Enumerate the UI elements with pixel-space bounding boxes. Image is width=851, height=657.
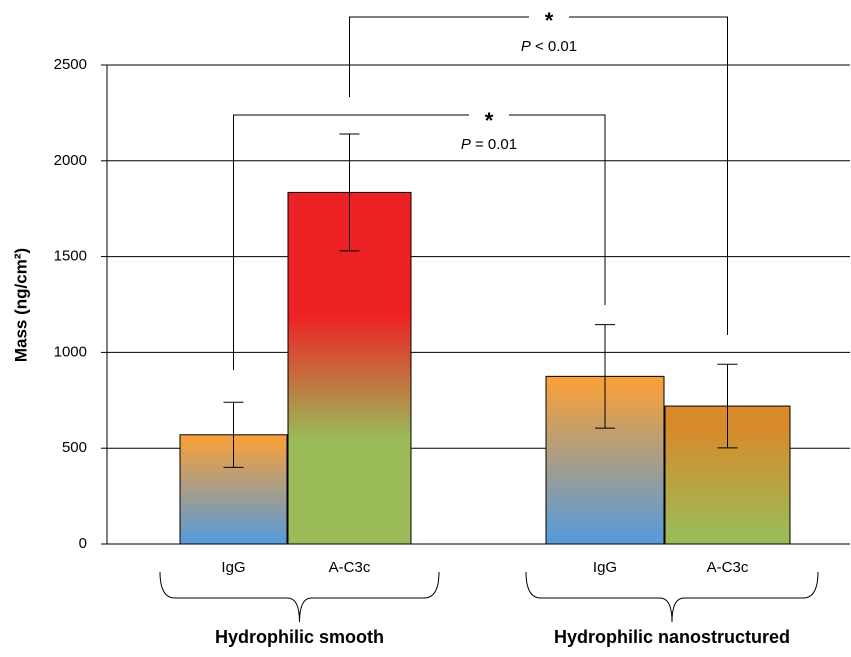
y-tick-label: 1500 — [54, 248, 87, 265]
p-value: P = 0.01 — [461, 136, 517, 153]
significance-star: * — [545, 8, 554, 33]
group-label: Hydrophilic smooth — [215, 627, 384, 647]
p-text: = 0.01 — [475, 136, 517, 153]
significance-bracket — [349, 16, 728, 335]
p-symbol: P — [461, 136, 471, 153]
y-tick-label: 2000 — [54, 152, 87, 169]
p-value: P < 0.01 — [521, 38, 577, 55]
group-label: Hydrophilic nanostructured — [554, 627, 790, 647]
y-tick-label: 2500 — [54, 56, 87, 73]
significance-bracket — [233, 114, 606, 370]
x-tick-label: A-C3c — [707, 559, 749, 576]
y-tick-label: 0 — [79, 535, 87, 552]
x-tick-label: A-C3c — [329, 559, 371, 576]
significance-star: * — [485, 108, 494, 133]
y-tick-label: 500 — [62, 439, 87, 456]
y-axis-title: Mass (ng/cm²) — [11, 248, 30, 362]
x-tick-label: IgG — [221, 559, 245, 576]
group-brace — [159, 571, 440, 623]
x-tick-label: IgG — [593, 559, 617, 576]
group-brace — [525, 571, 819, 623]
p-symbol: P — [521, 38, 531, 55]
y-tick-label: 1000 — [54, 343, 87, 360]
p-text: < 0.01 — [535, 38, 577, 55]
